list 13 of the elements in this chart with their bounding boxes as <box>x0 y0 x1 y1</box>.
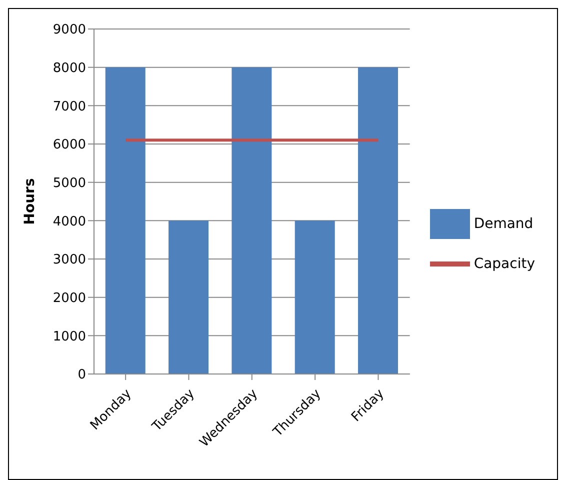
y-tick-label: 3000 <box>52 252 86 268</box>
y-tick-label: 6000 <box>52 138 86 153</box>
y-tick-label: 1000 <box>52 329 86 344</box>
legend-label: Demand <box>474 216 534 232</box>
y-tick-label: 7000 <box>52 99 86 114</box>
y-tick-label: 0 <box>78 368 86 383</box>
y-tick-label: 5000 <box>52 176 86 191</box>
legend-label: Capacity <box>474 256 535 272</box>
y-tick-label: 2000 <box>52 290 86 306</box>
y-tick-label: 9000 <box>52 22 86 38</box>
y-tick-label: 8000 <box>52 60 86 76</box>
y-tick-label: 4000 <box>52 214 86 230</box>
y-axis-title: Hours <box>22 178 38 225</box>
